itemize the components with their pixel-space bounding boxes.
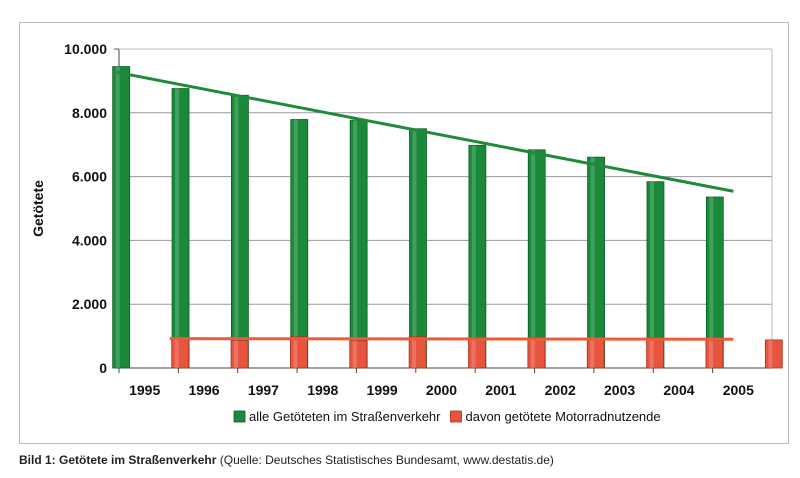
bar-highlight (174, 338, 179, 368)
x-tick-label: 2003 (604, 382, 635, 398)
bar-all-fatalities (349, 119, 368, 369)
bar-all-fatalities (587, 156, 605, 369)
legend-label: davon getötete Motorradnutzende (465, 409, 660, 424)
y-tick-label: 2.000 (72, 296, 107, 312)
caption-source: (Quelle: Deutsches Statistisches Bundesa… (219, 453, 554, 467)
bar-highlight (471, 145, 476, 368)
caption-title: Getötete im Straßenverkehr (59, 453, 217, 467)
bar-motorcycle-fatalities (586, 338, 605, 369)
bar-all-fatalities (231, 94, 249, 369)
bar-motorcycle-fatalities (527, 336, 546, 369)
bar-all-fatalities (527, 149, 546, 369)
bar-highlight (175, 88, 180, 368)
x-tick-label: 2005 (723, 382, 754, 398)
bar-all-fatalities (112, 66, 131, 369)
bar-chart: 0 2.000 4.000 6.000 8.000 10.000 Getötete 1995 1… (30, 41, 783, 424)
y-axis-title: Getötete (30, 180, 46, 237)
bar-highlight (709, 197, 714, 368)
bar-all-fatalities (171, 88, 190, 369)
bar-motorcycle-fatalities (646, 337, 664, 369)
bar-all-fatalities (290, 119, 309, 369)
x-tick-label: 2002 (545, 382, 576, 398)
bar-motorcycle-fatalities (171, 337, 190, 369)
y-tick-label: 10.000 (64, 41, 107, 57)
bar-all-fatalities (468, 144, 487, 369)
bar-motorcycle-fatalities (408, 336, 427, 369)
bar-highlight (412, 128, 417, 368)
bar-highlight (353, 120, 358, 369)
bar-highlight (471, 337, 476, 368)
x-tick-label: 1995 (129, 382, 160, 398)
x-tick-label: 1998 (307, 382, 338, 398)
bar-motorcycle-fatalities (468, 337, 486, 369)
bar-highlight (412, 336, 417, 368)
legend-label: alle Getöteten im Straßenverkehr (249, 409, 441, 424)
bar-motorcycle-fatalities (290, 336, 308, 369)
caption-label: Bild 1: (19, 453, 56, 467)
x-tick-label: 1997 (248, 382, 279, 398)
bar-motorcycle-fatalities (230, 340, 249, 369)
bar-highlight (590, 338, 595, 368)
bar-motorcycle-fatalities (764, 339, 783, 369)
bar-highlight (530, 337, 535, 368)
bar-highlight (708, 340, 713, 368)
bar-highlight (115, 66, 120, 369)
bar-highlight (293, 119, 298, 369)
x-tick-label: 2000 (426, 382, 457, 398)
y-tick-label: 4.000 (72, 232, 107, 248)
bar-motorcycle-fatalities (705, 340, 724, 369)
bar-motorcycle-fatalities (349, 340, 368, 369)
bar-highlight (649, 337, 654, 368)
bar-highlight (352, 340, 357, 368)
bar-highlight (768, 339, 773, 368)
figure-caption: Bild 1: Getötete im Straßenverkehr (Quel… (19, 453, 554, 467)
x-tick-label: 1996 (188, 382, 219, 398)
trendline-motorcycle-fatalities (169, 337, 734, 341)
x-tick-label: 1999 (367, 382, 398, 398)
trendline-all-fatalities (116, 70, 734, 193)
legend-swatch (450, 410, 462, 423)
bar-highlight (234, 340, 239, 368)
y-tick-label: 0 (99, 360, 107, 376)
bar-highlight (649, 181, 654, 368)
bar-highlight (531, 149, 536, 368)
bar-all-fatalities (409, 128, 427, 369)
y-tick-label: 6.000 (72, 169, 107, 185)
y-tick-label: 8.000 (72, 105, 107, 121)
bar-highlight (293, 336, 298, 368)
bar-highlight (590, 157, 595, 368)
legend-swatch (233, 410, 246, 423)
bar-highlight (234, 95, 239, 368)
x-tick-label: 2004 (663, 382, 694, 398)
chart-frame: 0 2.000 4.000 6.000 8.000 10.000 Getötete 1995 1… (19, 22, 789, 444)
x-tick-label: 2001 (485, 382, 516, 398)
